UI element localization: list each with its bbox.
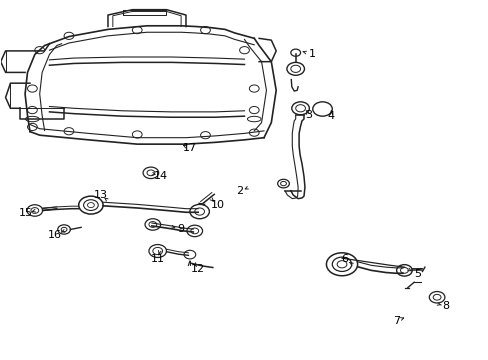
Text: 12: 12 (191, 264, 205, 274)
Text: 15: 15 (19, 208, 33, 218)
Text: 13: 13 (94, 190, 107, 200)
Text: 6: 6 (340, 254, 347, 264)
Text: 8: 8 (441, 301, 448, 311)
Text: 7: 7 (392, 316, 399, 325)
Text: 10: 10 (210, 200, 224, 210)
Text: 1: 1 (308, 49, 316, 59)
Text: 5: 5 (413, 269, 420, 279)
Text: 2: 2 (236, 186, 243, 197)
Text: 9: 9 (177, 225, 184, 234)
Text: 17: 17 (183, 143, 197, 153)
Text: 11: 11 (150, 254, 164, 264)
Text: 3: 3 (305, 111, 312, 121)
Text: 4: 4 (327, 111, 334, 121)
Text: 16: 16 (48, 230, 62, 239)
Text: 14: 14 (153, 171, 167, 181)
